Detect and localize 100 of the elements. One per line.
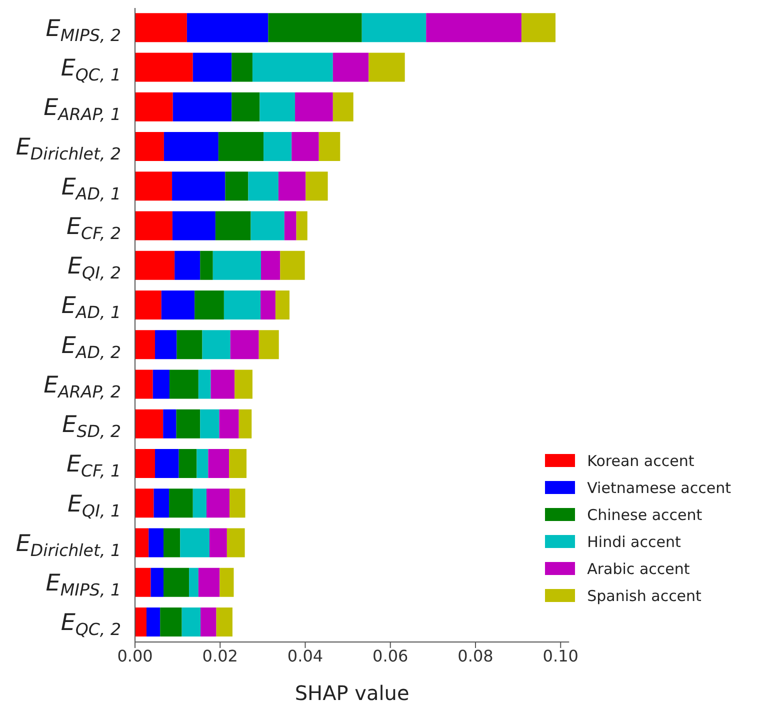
bar bbox=[200, 608, 216, 637]
bar bbox=[135, 52, 193, 82]
y-tick-label: E$_{AD, 2}$ bbox=[61, 332, 121, 362]
bar bbox=[135, 92, 173, 122]
bar bbox=[230, 330, 259, 360]
y-tick-label: E$_{CF, 2}$ bbox=[66, 214, 121, 244]
bar bbox=[232, 92, 260, 122]
bar bbox=[202, 330, 230, 360]
bar bbox=[280, 250, 305, 280]
bar bbox=[182, 608, 201, 637]
bar bbox=[146, 608, 160, 637]
x-tick-label: 0.10 bbox=[542, 646, 578, 666]
bar bbox=[260, 92, 296, 122]
bar bbox=[206, 488, 230, 518]
bar bbox=[135, 528, 149, 558]
bar bbox=[135, 13, 187, 42]
bar bbox=[169, 488, 193, 518]
bar bbox=[225, 172, 248, 201]
bar bbox=[209, 528, 227, 558]
bar bbox=[292, 132, 319, 162]
bar bbox=[161, 290, 195, 320]
y-tick-label: E$_{Dirichlet, 2}$ bbox=[16, 134, 121, 164]
bar bbox=[219, 409, 239, 438]
y-tick-label: E$_{MIPS, 2}$ bbox=[46, 16, 121, 45]
bar bbox=[200, 250, 213, 280]
bar bbox=[306, 172, 328, 201]
bar bbox=[250, 211, 284, 240]
bar bbox=[192, 52, 232, 82]
bar bbox=[155, 330, 177, 360]
bar bbox=[198, 370, 211, 399]
y-tick-label: E$_{Dirichlet, 1}$ bbox=[16, 530, 121, 560]
bar bbox=[216, 608, 232, 637]
y-tick-label: E$_{AD, 1}$ bbox=[61, 174, 121, 204]
bar bbox=[218, 132, 264, 162]
bar bbox=[215, 211, 251, 240]
legend-label: Spanish accent bbox=[587, 586, 702, 604]
bar bbox=[135, 449, 156, 478]
bar bbox=[200, 409, 220, 438]
y-tick-label: E$_{AD, 1}$ bbox=[61, 293, 121, 322]
bar bbox=[186, 13, 268, 42]
legend-label: Korean accent bbox=[587, 452, 694, 470]
y-tick-label: E$_{ARAP, 1}$ bbox=[44, 95, 121, 124]
bar bbox=[234, 370, 252, 399]
bar bbox=[275, 290, 290, 320]
bar bbox=[220, 568, 234, 597]
bar bbox=[208, 449, 230, 478]
bar bbox=[194, 290, 224, 320]
x-tick-label: 0.00 bbox=[117, 646, 153, 666]
bar bbox=[135, 488, 154, 518]
bar bbox=[164, 568, 190, 597]
x-tick-label: 0.08 bbox=[458, 646, 494, 666]
bar bbox=[135, 370, 153, 399]
bar bbox=[174, 250, 200, 280]
bar bbox=[278, 172, 306, 201]
bar bbox=[426, 13, 522, 42]
x-axis-title: SHAP value bbox=[294, 681, 410, 704]
bar bbox=[160, 608, 182, 637]
bar bbox=[229, 449, 247, 478]
bar bbox=[169, 370, 198, 399]
bar bbox=[198, 568, 220, 597]
bar bbox=[135, 172, 172, 201]
legend-label: Arabic accent bbox=[587, 560, 690, 578]
bar bbox=[260, 250, 280, 280]
bar bbox=[248, 172, 278, 201]
x-tick-label: 0.06 bbox=[372, 646, 408, 666]
y-tick-label: E$_{SD, 2}$ bbox=[62, 412, 121, 442]
bar bbox=[332, 92, 354, 122]
bar bbox=[154, 488, 170, 518]
bar bbox=[172, 172, 226, 201]
x-tick-label: 0.04 bbox=[287, 646, 324, 666]
bar bbox=[180, 528, 210, 558]
bar bbox=[264, 132, 292, 162]
bar bbox=[268, 13, 362, 42]
bar bbox=[192, 488, 207, 518]
bar bbox=[172, 92, 232, 122]
y-tick-label: E$_{QC, 1}$ bbox=[60, 55, 121, 85]
y-tick-label: E$_{ARAP, 2}$ bbox=[44, 372, 121, 402]
y-tick-label: E$_{QI, 1}$ bbox=[68, 491, 121, 520]
y-tick-label: E$_{QI, 2}$ bbox=[68, 254, 121, 283]
legend-label: Chinese accent bbox=[587, 506, 702, 524]
bar bbox=[135, 250, 175, 280]
legend-label: Hindi accent bbox=[587, 532, 681, 550]
bar bbox=[176, 409, 200, 438]
bar bbox=[226, 528, 245, 558]
bar bbox=[521, 13, 556, 42]
bar bbox=[284, 211, 296, 240]
bar bbox=[135, 608, 146, 637]
bar bbox=[332, 52, 369, 82]
bar bbox=[260, 290, 276, 320]
bar bbox=[296, 211, 308, 240]
bar bbox=[164, 528, 180, 558]
bar bbox=[196, 449, 208, 478]
x-tick-label: 0.02 bbox=[202, 646, 238, 666]
bar bbox=[172, 211, 216, 240]
y-tick-label: E$_{MIPS, 1}$ bbox=[46, 570, 121, 600]
y-tick-label: E$_{QC, 2}$ bbox=[60, 610, 121, 640]
bar bbox=[232, 52, 252, 82]
bar bbox=[135, 211, 172, 240]
bar bbox=[238, 409, 252, 438]
bar bbox=[178, 449, 197, 478]
